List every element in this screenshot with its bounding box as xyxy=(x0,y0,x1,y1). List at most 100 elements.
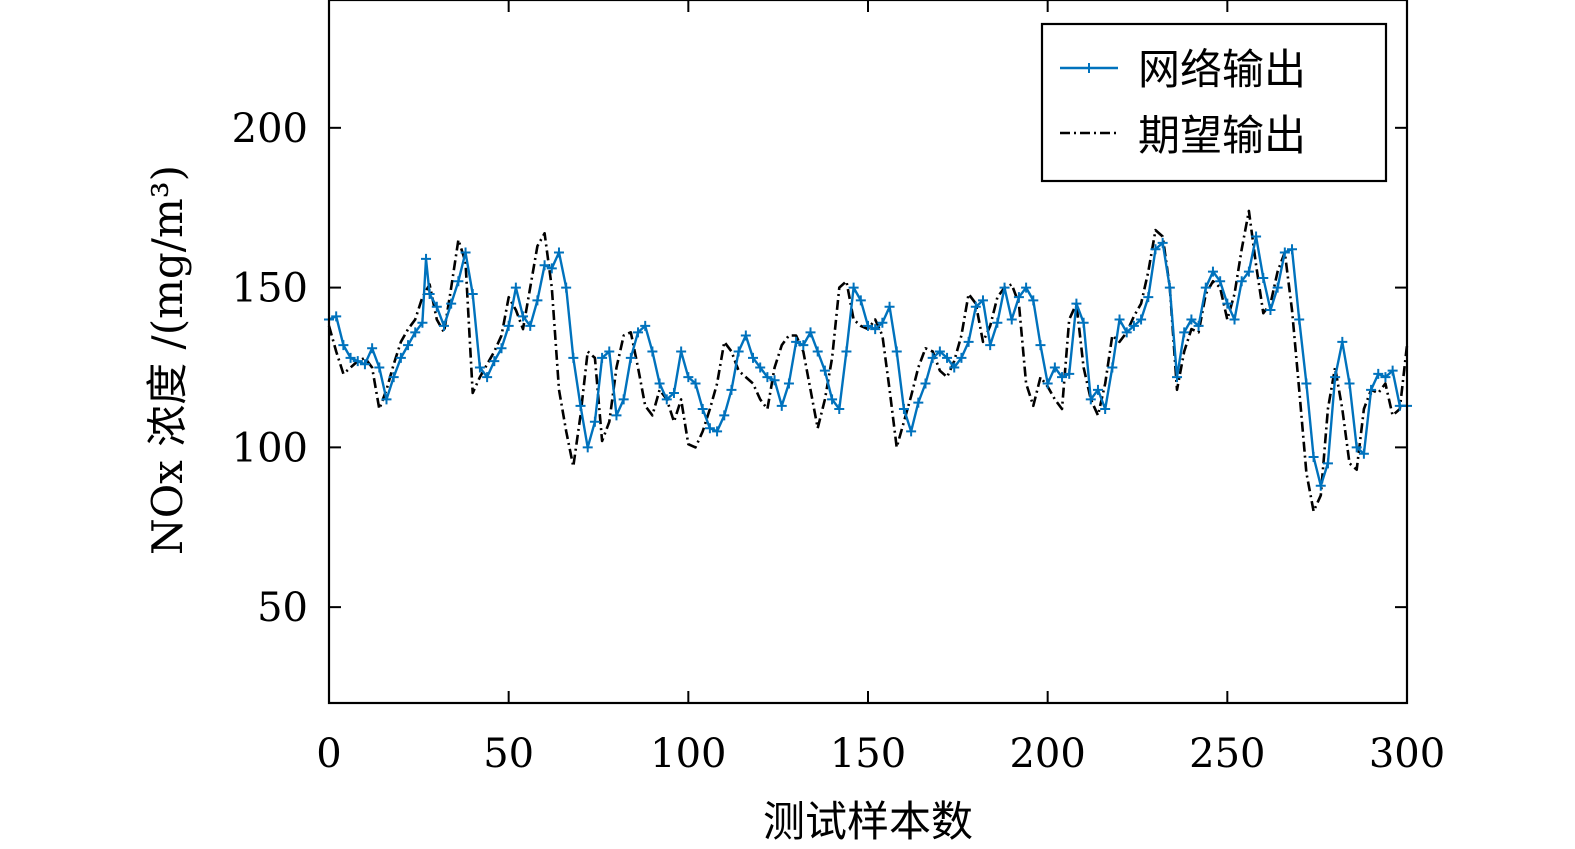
series-network-point xyxy=(1186,314,1197,325)
series-network-point xyxy=(970,301,981,312)
legend-network-label: 网络输出 xyxy=(1138,45,1306,94)
series-network-point xyxy=(1243,266,1254,277)
series-network-point xyxy=(827,394,838,405)
series-network-point xyxy=(1373,368,1384,379)
series-network-point xyxy=(1330,372,1341,383)
series-network-point xyxy=(352,356,363,367)
series-network-point xyxy=(855,295,866,306)
series-network-point xyxy=(999,282,1010,293)
series-network-point xyxy=(668,388,679,399)
series-network-point xyxy=(1136,314,1147,325)
series-network-point xyxy=(877,317,888,328)
series-network-point xyxy=(1366,384,1377,395)
series-network-point xyxy=(618,394,629,405)
series-network-point xyxy=(553,247,564,258)
series-network-point xyxy=(532,295,543,306)
series-network-point xyxy=(762,372,773,383)
series-network-point xyxy=(841,346,852,357)
series-network-point xyxy=(1236,276,1247,287)
series-network-point xyxy=(438,320,449,331)
tick-layer: 0 50 100 150 200 250 300 50 100 150 200 xyxy=(232,0,1445,777)
series-network-point xyxy=(1049,362,1060,373)
series-network-point xyxy=(863,320,873,331)
series-network-point xyxy=(597,352,608,363)
series-network-point xyxy=(949,362,960,373)
series-network-point xyxy=(819,365,830,376)
series-network-point xyxy=(834,404,845,415)
series-network-point xyxy=(1222,298,1233,309)
series-network-point xyxy=(977,295,988,306)
x-tick-label: 50 xyxy=(483,731,534,777)
series-network-point xyxy=(1042,378,1053,389)
series-network-point xyxy=(1057,372,1068,383)
x-tick-label: 200 xyxy=(1009,731,1085,777)
series-network-point xyxy=(884,301,895,312)
series-network-point xyxy=(1078,317,1089,328)
series-network-point xyxy=(697,404,708,415)
series-network-point xyxy=(403,340,414,351)
series-network-point xyxy=(898,404,909,415)
y-tick-label: 200 xyxy=(232,106,308,152)
series-network-point xyxy=(769,375,780,386)
series-network-point xyxy=(1294,314,1305,325)
series-network-point xyxy=(1279,247,1290,258)
series-network-point xyxy=(654,378,665,389)
series-network-point xyxy=(381,394,392,405)
series-network-point xyxy=(633,327,644,338)
y-tick-label: 150 xyxy=(232,266,308,312)
series-network-point xyxy=(1092,384,1103,395)
series-network-point xyxy=(345,352,356,363)
series-network-point xyxy=(1006,314,1017,325)
series-network-point xyxy=(1107,362,1118,373)
series-network-point xyxy=(395,352,406,363)
series-network-point xyxy=(1215,276,1226,287)
series-network-point xyxy=(1028,295,1039,306)
series-network-point xyxy=(518,311,529,322)
series-network-point xyxy=(1143,292,1154,303)
series-network-point xyxy=(798,340,809,351)
series-network-point xyxy=(755,362,766,373)
series-network-point xyxy=(1085,394,1096,405)
series-network-point xyxy=(740,330,751,341)
series-network-point xyxy=(870,324,881,335)
series-network-point xyxy=(712,426,723,437)
legend-network-marker xyxy=(1084,63,1094,73)
series-network-point xyxy=(683,372,694,383)
series-network-point xyxy=(1035,340,1046,351)
series-network-point xyxy=(1121,327,1132,338)
series-network-point xyxy=(791,336,802,347)
x-tick-label: 250 xyxy=(1189,731,1265,777)
series-layer xyxy=(324,209,1412,513)
series-network-line xyxy=(328,235,1407,487)
series-network-point xyxy=(848,282,859,293)
series-network-point xyxy=(1337,336,1348,347)
series-network-point xyxy=(704,423,715,434)
series-network-point xyxy=(1287,244,1298,255)
series-network-point xyxy=(1351,442,1362,453)
series-network-point xyxy=(1013,292,1024,303)
series-network-point xyxy=(359,359,370,370)
series-network-point xyxy=(719,410,730,421)
series-network-point xyxy=(604,346,615,357)
series-network-point xyxy=(568,352,579,363)
series-network-point xyxy=(1322,458,1333,469)
series-network-point xyxy=(676,346,687,357)
series-network-point xyxy=(1308,451,1319,462)
series-network-point xyxy=(812,346,823,357)
series-network-point xyxy=(1064,368,1075,379)
x-tick-label: 0 xyxy=(316,731,341,777)
series-network-point xyxy=(446,298,457,309)
series-network-point xyxy=(625,352,636,363)
series-network-point xyxy=(726,384,737,395)
series-network-point xyxy=(920,378,931,389)
series-network-point xyxy=(1200,282,1211,293)
series-network-point xyxy=(776,400,787,411)
series-network-point xyxy=(1100,404,1111,415)
series-network-point xyxy=(417,317,428,328)
series-network-point xyxy=(963,336,974,347)
series-network-point xyxy=(1265,304,1276,315)
series-network-point xyxy=(640,320,651,331)
series-network-point xyxy=(1172,372,1183,383)
series-network-point xyxy=(1251,231,1262,242)
series-network-point xyxy=(424,288,435,299)
